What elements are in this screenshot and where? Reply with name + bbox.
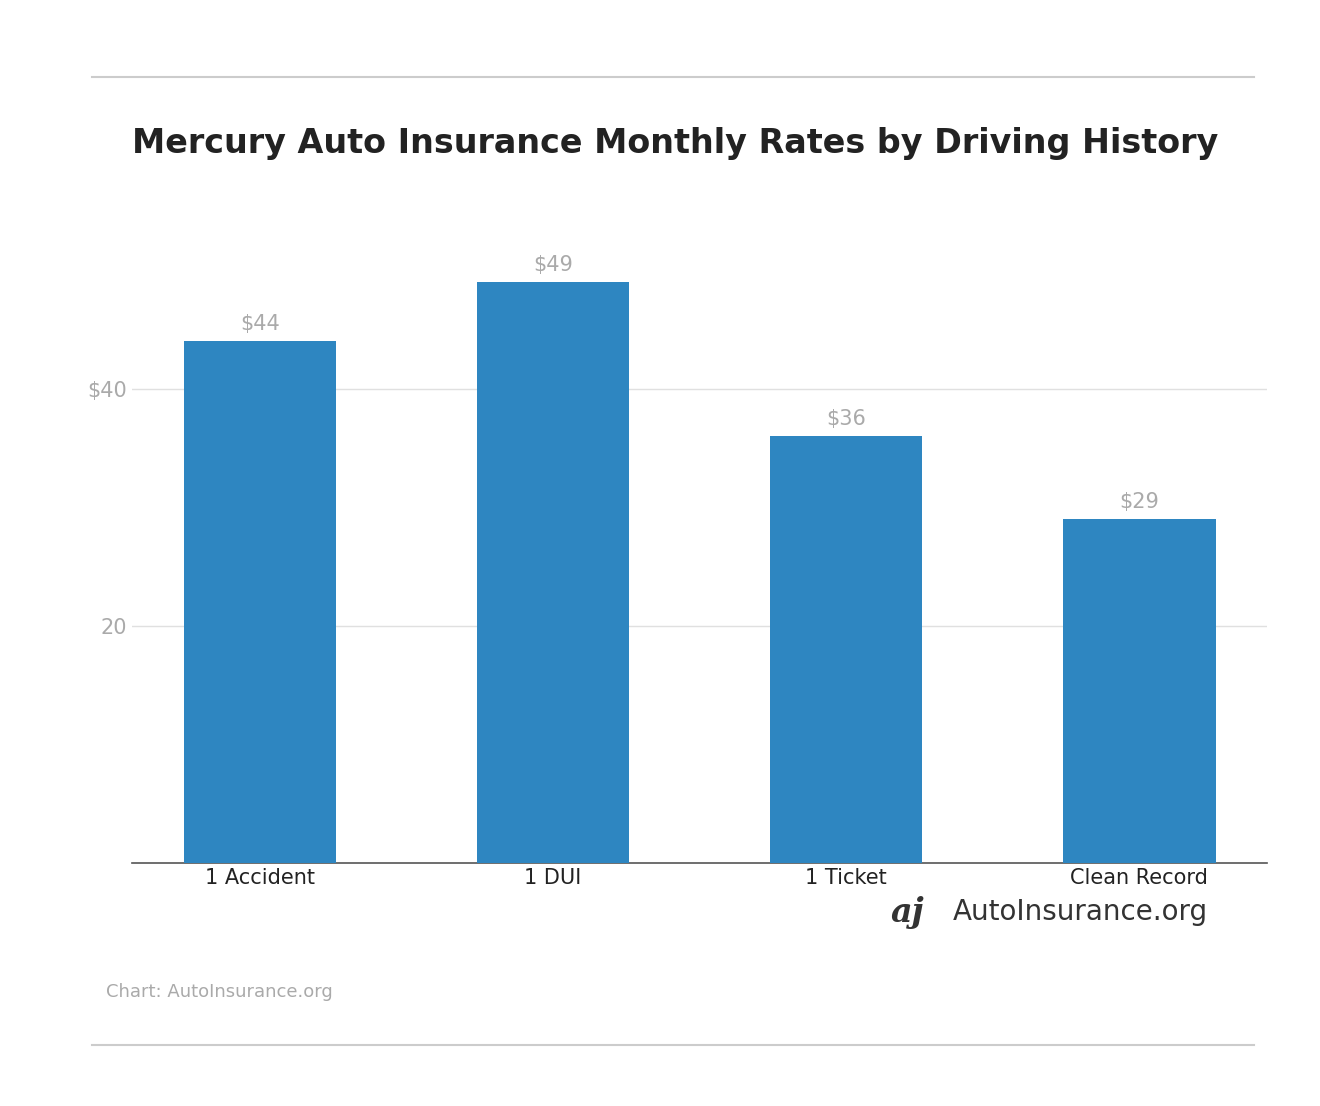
Text: aj: aj (891, 896, 925, 929)
Text: $36: $36 (826, 409, 866, 429)
Text: Chart: AutoInsurance.org: Chart: AutoInsurance.org (106, 983, 333, 1001)
Text: AutoInsurance.org: AutoInsurance.org (953, 898, 1208, 927)
Bar (183, 342, 337, 863)
Bar (1063, 519, 1216, 863)
Bar (770, 436, 923, 863)
Bar (477, 282, 630, 863)
Text: $29: $29 (1119, 492, 1159, 512)
Text: $44: $44 (240, 314, 280, 334)
Text: Mercury Auto Insurance Monthly Rates by Driving History: Mercury Auto Insurance Monthly Rates by … (132, 127, 1218, 160)
Text: $49: $49 (533, 254, 573, 275)
